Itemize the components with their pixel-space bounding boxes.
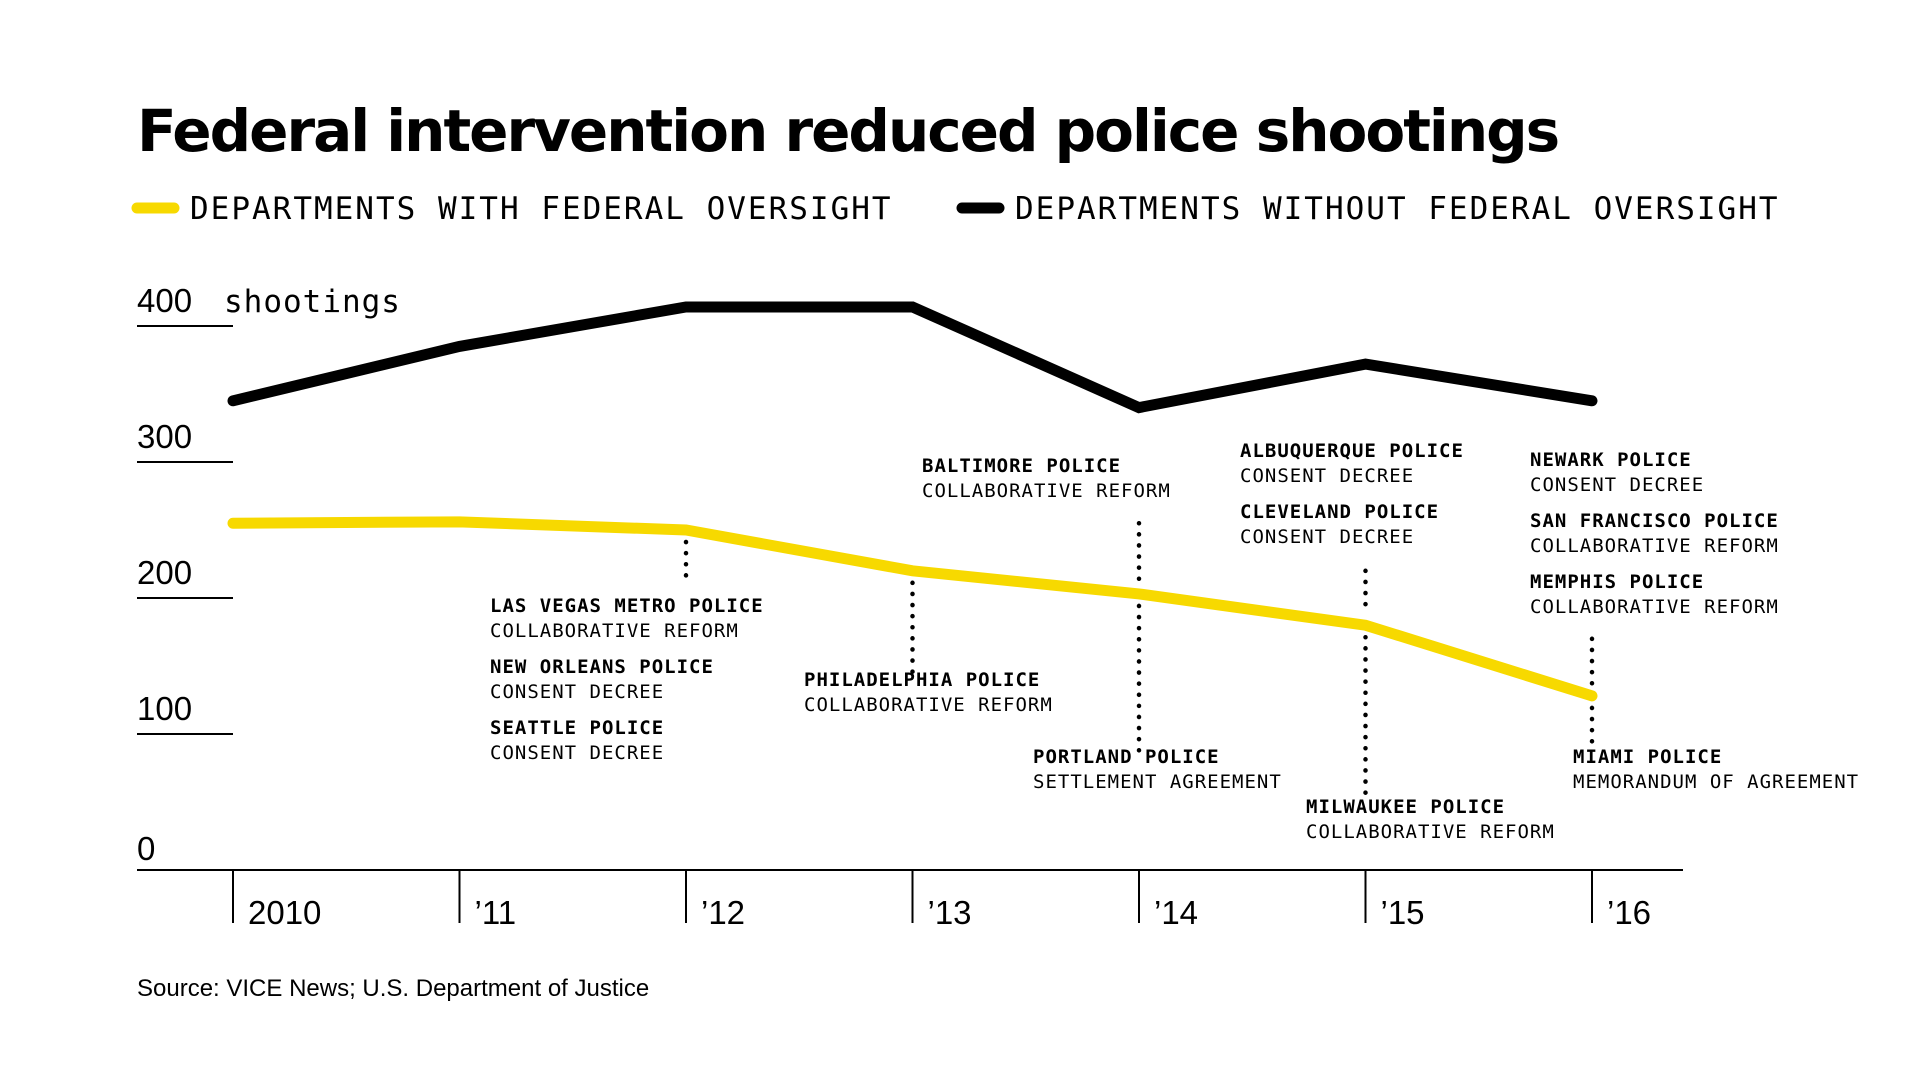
- annotation-department: NEW ORLEANS POLICE: [490, 656, 714, 678]
- annotation-agreement-type: SETTLEMENT AGREEMENT: [1033, 771, 1282, 793]
- annotation-agreement-type: CONSENT DECREE: [490, 681, 664, 703]
- x-tick-label: ’16: [1607, 894, 1651, 931]
- annotation-department: CLEVELAND POLICE: [1240, 501, 1439, 523]
- annotation-department: MILWAUKEE POLICE: [1306, 796, 1505, 818]
- y-tick-label: 200: [137, 554, 192, 591]
- annotation-department: MIAMI POLICE: [1573, 746, 1722, 768]
- annotation-agreement-type: COLLABORATIVE REFORM: [1530, 596, 1779, 618]
- annotation-agreement-type: COLLABORATIVE REFORM: [490, 620, 739, 642]
- annotation-agreement-type: COLLABORATIVE REFORM: [1530, 535, 1779, 557]
- y-axis-unit-label: shootings: [224, 284, 401, 320]
- annotation-department: BALTIMORE POLICE: [922, 455, 1121, 477]
- series-line-without-oversight: [227, 301, 1598, 414]
- annotation-department: NEWARK POLICE: [1530, 449, 1692, 471]
- annotation-agreement-type: MEMORANDUM OF AGREEMENT: [1573, 771, 1859, 793]
- annotation-department: ALBUQUERQUE POLICE: [1240, 440, 1464, 462]
- x-tick-label: ’12: [701, 894, 745, 931]
- annotation-department: MEMPHIS POLICE: [1530, 571, 1704, 593]
- annotation-agreement-type: CONSENT DECREE: [1530, 474, 1704, 496]
- x-tick-label: 2010: [248, 894, 321, 931]
- y-tick-label: 0: [137, 830, 155, 867]
- plot-area: 0 100 200 300 400 shootings 2010 ’11 ’12 ’13 ’14 ’1…: [137, 282, 1859, 931]
- annotation-agreement-type: COLLABORATIVE REFORM: [1306, 821, 1555, 843]
- y-tick-label: 400: [137, 282, 192, 319]
- x-tick-label: ’13: [928, 894, 972, 931]
- annotation-agreement-type: COLLABORATIVE REFORM: [804, 694, 1053, 716]
- x-tick-label: ’11: [475, 894, 517, 931]
- annotation-agreement-type: CONSENT DECREE: [1240, 526, 1414, 548]
- annotation-department: SEATTLE POLICE: [490, 717, 664, 739]
- annotation-department: SAN FRANCISCO POLICE: [1530, 510, 1779, 532]
- annotation-department: LAS VEGAS METRO POLICE: [490, 595, 764, 617]
- series-line-with-oversight: [227, 516, 1598, 702]
- x-tick-label: ’14: [1154, 894, 1198, 931]
- legend-label-with-oversight: DEPARTMENTS WITH FEDERAL OVERSIGHT: [190, 191, 893, 227]
- annotation-agreement-type: CONSENT DECREE: [1240, 465, 1414, 487]
- chart-title: Federal intervention reduced police shoo…: [137, 97, 1558, 165]
- annotation-agreement-type: COLLABORATIVE REFORM: [922, 480, 1171, 502]
- source-note: Source: VICE News; U.S. Department of Ju…: [137, 975, 649, 1002]
- x-tick-label: ’15: [1381, 894, 1425, 931]
- legend-label-without-oversight: DEPARTMENTS WITHOUT FEDERAL OVERSIGHT: [1015, 191, 1780, 227]
- annotation-department: PHILADELPHIA POLICE: [804, 669, 1040, 691]
- y-tick-label: 300: [137, 418, 192, 455]
- annotation-department: PORTLAND POLICE: [1033, 746, 1220, 768]
- annotation-agreement-type: CONSENT DECREE: [490, 742, 664, 764]
- y-tick-label: 100: [137, 690, 192, 727]
